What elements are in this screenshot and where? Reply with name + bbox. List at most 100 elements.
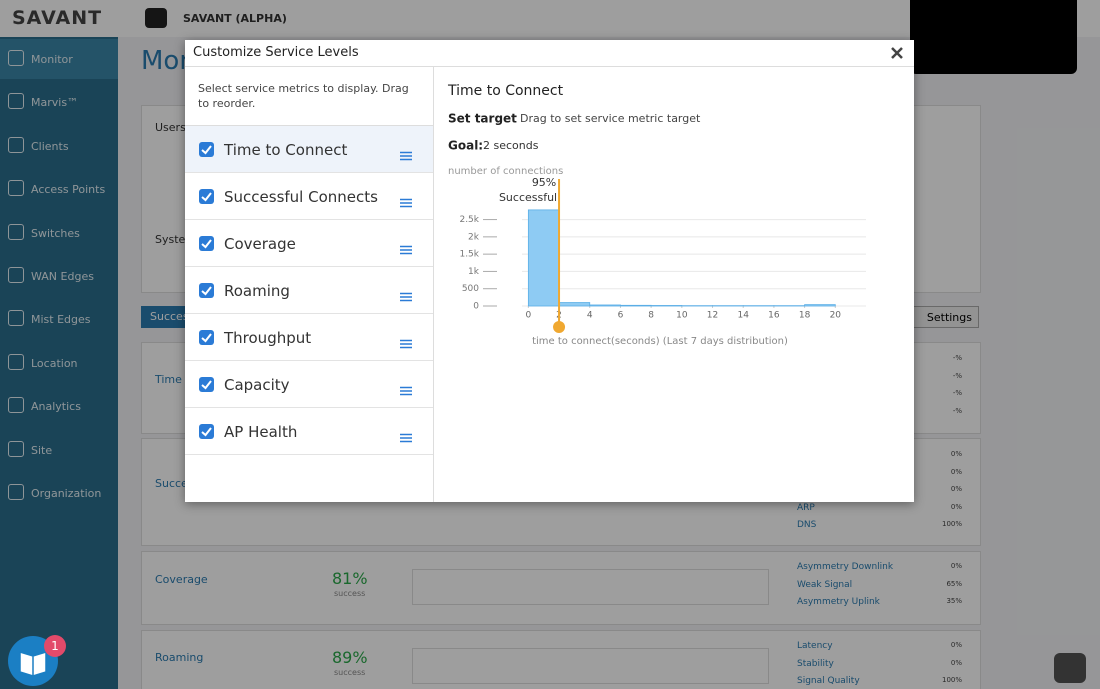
drag-handle[interactable] [400, 335, 412, 349]
stat-value: 0% [950, 641, 962, 649]
sidebar-label: Access Points [31, 183, 106, 197]
assistant-icon[interactable] [1054, 653, 1086, 683]
sidebar-item[interactable]: Site [0, 430, 118, 470]
sidebar-item[interactable]: Location [0, 343, 118, 383]
checkbox[interactable] [199, 330, 214, 345]
drag-handle[interactable] [400, 241, 412, 255]
sidebar-item[interactable]: Analytics [0, 386, 118, 426]
stat-label: Stability [797, 658, 834, 669]
drag-handle[interactable] [400, 382, 412, 396]
sidebar-icon [8, 440, 24, 457]
sidebar-item[interactable]: Monitor [0, 39, 118, 79]
settings-button[interactable]: Settings [913, 306, 979, 328]
checkbox[interactable] [199, 189, 214, 204]
sidebar-item[interactable]: Switches [0, 213, 118, 253]
sidebar-item[interactable]: Organization [0, 473, 118, 513]
histogram-bar [527, 209, 560, 307]
histogram-bar [804, 304, 836, 307]
sidebar-label: Monitor [31, 53, 73, 66]
sidebar-item[interactable]: Access Points [0, 169, 118, 209]
drag-glyph [400, 339, 412, 349]
histogram-bar [620, 304, 652, 307]
sidebar-icon [8, 136, 24, 153]
metric-label: Time to Connect [224, 141, 348, 159]
detail-title: Time to Connect [447, 83, 564, 99]
stat-label: DNS [797, 520, 817, 530]
org-name[interactable]: SAVANT (ALPHA) [183, 12, 287, 25]
drag-handle[interactable] [400, 147, 412, 161]
sidebar-item[interactable]: Marvis™ [0, 82, 118, 122]
metric-option[interactable]: Coverage [185, 220, 433, 267]
sidebar-icon [8, 50, 24, 66]
sidebar-label: Location [31, 356, 78, 370]
metric-label: Successful Connects [224, 188, 378, 206]
stat-value: 0% [950, 485, 962, 493]
metric-name: Roaming [155, 651, 204, 664]
metric-name: Succe [155, 477, 188, 490]
sidebar-icon [8, 267, 24, 283]
metric-sub: success [334, 668, 366, 677]
x-tick-label: 18 [799, 311, 811, 321]
x-tick-label: 4 [587, 311, 593, 321]
metric-label: AP Health [224, 423, 298, 441]
modal-header [185, 40, 914, 67]
sidebar-item[interactable]: WAN Edges [0, 256, 118, 296]
target-handle[interactable] [553, 321, 566, 333]
stat-label: Latency [797, 641, 833, 651]
sidebar-label: Analytics [31, 400, 81, 414]
checkbox[interactable] [199, 142, 214, 157]
checkbox[interactable] [199, 424, 214, 439]
drag-handle[interactable] [400, 429, 412, 443]
metric-option[interactable]: AP Health [185, 408, 433, 455]
stat-value: 0% [950, 562, 962, 570]
stat-label: Weak Signal [797, 579, 853, 590]
stat-value: 65% [946, 579, 962, 588]
y-tick-label: 500 [462, 284, 479, 294]
checkbox[interactable] [199, 377, 214, 392]
stat-label: Asymmetry Downlink [797, 562, 894, 572]
check-glyph [201, 333, 212, 343]
y-axis-label: number of connections [448, 166, 563, 177]
metric-sub: success [334, 589, 366, 598]
checkbox[interactable] [199, 236, 214, 251]
drag-handle[interactable] [400, 288, 412, 302]
stat-value: -% [952, 371, 962, 380]
check-glyph [201, 380, 212, 390]
modal: Customize Service Levels Select service … [185, 40, 914, 502]
metric-option[interactable]: Throughput [185, 314, 433, 361]
metric-label: Throughput [224, 329, 312, 347]
close-button[interactable] [890, 46, 904, 60]
sidebar-label: Organization [31, 487, 102, 500]
y-tick-label: 1k [468, 267, 480, 277]
metric-value: 89% [332, 648, 368, 667]
sidebar-item[interactable]: Mist Edges [0, 299, 118, 339]
set-target-hint: Drag to set service metric target [520, 112, 701, 125]
check-glyph [201, 286, 212, 296]
org-icon [145, 8, 167, 28]
drag-glyph [400, 386, 412, 396]
stat-value: 0% [950, 450, 962, 458]
metric-option[interactable]: Capacity [185, 361, 433, 408]
sidebar-label: Switches [31, 226, 80, 240]
card-label: Users [155, 121, 186, 134]
stat-label: ARP [797, 502, 815, 513]
goal-label: Goal: [448, 139, 483, 153]
sidebar-icon [8, 310, 24, 327]
sidebar-item[interactable]: Clients [0, 126, 118, 166]
histogram-bar [650, 305, 683, 307]
stat-value: -% [952, 389, 962, 397]
metric-option[interactable]: Roaming [185, 267, 433, 314]
check-glyph [201, 192, 212, 202]
histogram-bar [589, 304, 621, 307]
metric-option[interactable]: Time to Connect [185, 126, 433, 173]
sidebar-label: WAN Edges [31, 270, 94, 283]
checkbox[interactable] [199, 283, 214, 298]
x-tick-label: 0 [525, 311, 531, 321]
notification-badge: 1 [44, 635, 66, 657]
drag-glyph [400, 433, 412, 443]
metric-label: Roaming [224, 282, 290, 300]
check-glyph [201, 427, 212, 437]
drag-handle[interactable] [400, 194, 412, 208]
sidebar-icon [8, 397, 24, 414]
metric-option[interactable]: Successful Connects [185, 173, 433, 220]
